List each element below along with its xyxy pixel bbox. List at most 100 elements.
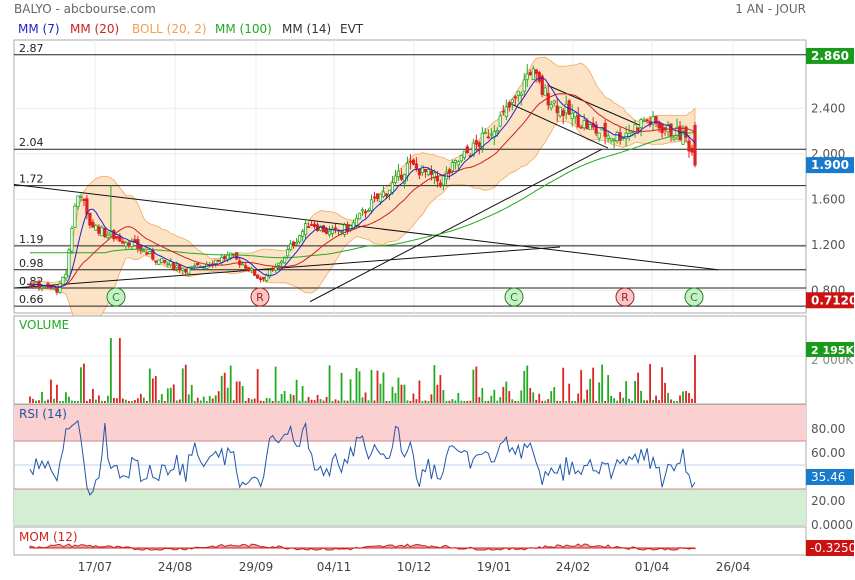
legend-entry-2: BOLL (20, 2) bbox=[132, 22, 207, 36]
volume-bar bbox=[388, 400, 391, 403]
volume-bar bbox=[163, 400, 166, 403]
candle-body bbox=[157, 259, 161, 265]
volume-bar bbox=[484, 400, 487, 403]
event-marker-c[interactable] bbox=[106, 287, 126, 307]
volume-bar bbox=[169, 387, 172, 403]
volume-bar bbox=[589, 378, 592, 403]
candle-body bbox=[408, 160, 413, 163]
volume-bar bbox=[166, 388, 169, 403]
mm7-series-line bbox=[29, 77, 696, 289]
volume-bar bbox=[65, 392, 67, 403]
volume-bar bbox=[352, 400, 355, 403]
momentum-last-badge bbox=[806, 540, 854, 556]
candle-body bbox=[118, 236, 122, 242]
candle-body bbox=[121, 240, 125, 244]
candle-body bbox=[636, 127, 640, 131]
candle-body bbox=[196, 262, 200, 266]
event-marker-c[interactable] bbox=[684, 287, 704, 307]
volume-bar bbox=[250, 399, 253, 403]
rsi-last-value: 35.46 bbox=[811, 470, 845, 484]
rsi-grid bbox=[14, 440, 806, 490]
volume-bar bbox=[136, 398, 139, 403]
candle-body bbox=[333, 227, 338, 230]
candle-body bbox=[330, 228, 335, 234]
event-marker-r[interactable] bbox=[250, 287, 270, 307]
candle-body bbox=[660, 123, 664, 134]
volume-bar bbox=[616, 400, 619, 403]
candle-body bbox=[154, 260, 158, 263]
volume-bar bbox=[508, 391, 511, 403]
x-tick-label: 24/08 bbox=[158, 560, 193, 574]
candle-body bbox=[139, 246, 143, 251]
volume-bar bbox=[643, 400, 645, 403]
volume-bar bbox=[154, 376, 157, 403]
candle-body bbox=[73, 205, 77, 228]
event-marker-r[interactable] bbox=[615, 287, 635, 307]
volume-bar bbox=[217, 391, 220, 403]
candle-body bbox=[594, 124, 598, 134]
price-tick-label: 1.200 bbox=[811, 238, 845, 252]
volume-bar bbox=[619, 392, 622, 403]
momentum-last-value: -0.3250 bbox=[810, 541, 855, 555]
price-tick-label: 2.400 bbox=[811, 101, 845, 115]
candle-body bbox=[645, 119, 649, 122]
candle-body bbox=[297, 235, 302, 243]
volume-bar bbox=[487, 400, 490, 403]
event-marker-c[interactable] bbox=[504, 287, 524, 307]
volume-bar bbox=[538, 393, 541, 403]
candle-body bbox=[519, 93, 523, 97]
candle-body bbox=[40, 286, 44, 289]
price-badge-value: 0.7120 bbox=[811, 293, 855, 307]
candle-body bbox=[579, 126, 583, 129]
volume-bar bbox=[211, 398, 214, 403]
volume-bar bbox=[646, 400, 648, 403]
volume-bar bbox=[68, 396, 70, 403]
level-label: 1.72 bbox=[19, 173, 44, 186]
candle-body bbox=[309, 224, 314, 226]
candle-body bbox=[441, 175, 445, 186]
volume-bar bbox=[74, 401, 76, 403]
volume-bar bbox=[607, 375, 610, 403]
price-badge bbox=[806, 47, 854, 64]
trend-line bbox=[13, 183, 719, 271]
volume-bar bbox=[514, 400, 517, 403]
candle-body bbox=[289, 243, 293, 250]
volume-bar bbox=[520, 390, 523, 403]
volume-bar bbox=[454, 400, 457, 403]
x-tick-label: 01/04 bbox=[635, 560, 670, 574]
volume-bar bbox=[565, 400, 568, 403]
candle-body bbox=[528, 71, 532, 76]
chart-source-title: BALYO - abcbourse.com bbox=[14, 2, 156, 16]
x-tick-label: 19/01 bbox=[477, 560, 512, 574]
candle-body bbox=[609, 138, 613, 141]
volume-bar bbox=[457, 392, 460, 403]
volume-bar bbox=[277, 400, 280, 403]
volume-bar bbox=[244, 401, 247, 403]
candle-body bbox=[540, 75, 544, 95]
volume-bar bbox=[568, 383, 571, 403]
volume-bar bbox=[649, 363, 651, 403]
volume-panel: VOLUME 2 000K 2 195K bbox=[13, 315, 854, 405]
candle-body bbox=[163, 260, 167, 263]
volume-bar bbox=[436, 384, 439, 403]
candle-body bbox=[456, 161, 460, 166]
candle-body bbox=[531, 68, 535, 80]
volume-bar bbox=[178, 399, 181, 403]
volume-bar bbox=[202, 396, 205, 403]
candle-body bbox=[268, 269, 272, 278]
volume-bar bbox=[214, 395, 217, 403]
volume-bar bbox=[286, 400, 289, 403]
volume-bar bbox=[499, 397, 502, 403]
candle-body bbox=[181, 268, 185, 271]
candle-body bbox=[277, 262, 281, 266]
candle-body bbox=[489, 133, 493, 136]
candle-body bbox=[465, 146, 469, 154]
candle-body bbox=[306, 226, 311, 229]
candle-body bbox=[438, 182, 442, 187]
volume-bar bbox=[535, 399, 538, 403]
volume-bar bbox=[634, 381, 636, 403]
volume-bar bbox=[547, 399, 550, 403]
